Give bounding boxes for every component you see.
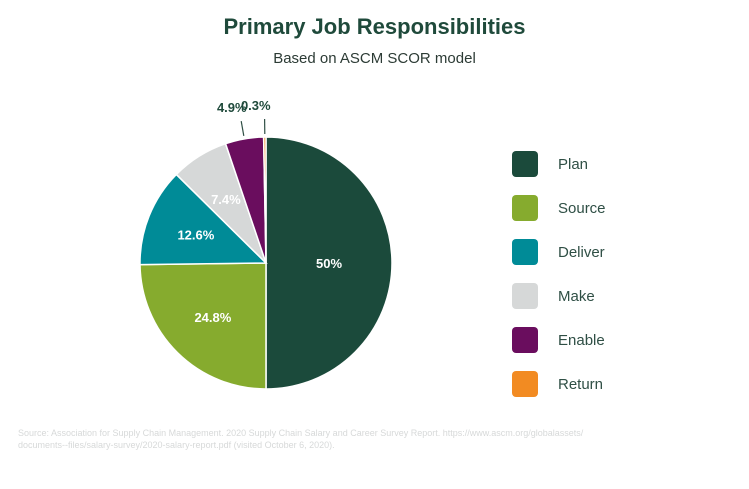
- chart-title: Primary Job Responsibilities: [223, 14, 526, 39]
- legend-item-enable: Enable: [512, 318, 606, 362]
- source-line-2: documents--files/salary-survey/2020-sala…: [18, 440, 335, 450]
- data-label-return: 0.3%: [241, 98, 271, 113]
- legend-label: Make: [558, 287, 595, 305]
- legend-swatch: [512, 371, 538, 397]
- legend-item-source: Source: [512, 186, 606, 230]
- legend-label: Plan: [558, 155, 589, 173]
- legend-item-deliver: Deliver: [512, 230, 606, 274]
- legend-label: Source: [558, 199, 606, 217]
- legend-swatch: [512, 239, 538, 265]
- data-label-plan: 50%: [316, 256, 342, 271]
- source-line-1: Source: Association for Supply Chain Man…: [18, 428, 584, 438]
- legend-item-return: Return: [512, 362, 606, 406]
- data-label-deliver: 12.6%: [177, 228, 214, 243]
- source-note: Source: Association for Supply Chain Man…: [18, 427, 718, 451]
- pie-slice-plan: [265, 136, 393, 390]
- legend-swatch: [512, 327, 538, 353]
- data-label-make: 7.4%: [211, 192, 241, 207]
- legend-label: Enable: [558, 331, 605, 349]
- data-label-enable: 4.9%: [217, 100, 247, 115]
- chart-subtitle: Based on ASCM SCOR model: [273, 50, 476, 67]
- pie-slice-source: [139, 262, 267, 390]
- legend-item-plan: Plan: [512, 142, 606, 186]
- legend-swatch: [512, 283, 538, 309]
- legend-label: Deliver: [558, 243, 605, 261]
- legend-label: Return: [558, 375, 604, 393]
- pie-slice-deliver: [139, 173, 268, 266]
- leader-line-enable: [240, 120, 245, 137]
- pie-slice-return: [262, 136, 267, 264]
- legend-item-make: Make: [512, 274, 606, 318]
- legend-swatch: [512, 195, 538, 221]
- legend-swatch: [512, 151, 538, 177]
- data-label-source: 24.8%: [194, 310, 231, 325]
- legend: Plan Source Deliver Make Enable Return: [512, 142, 606, 406]
